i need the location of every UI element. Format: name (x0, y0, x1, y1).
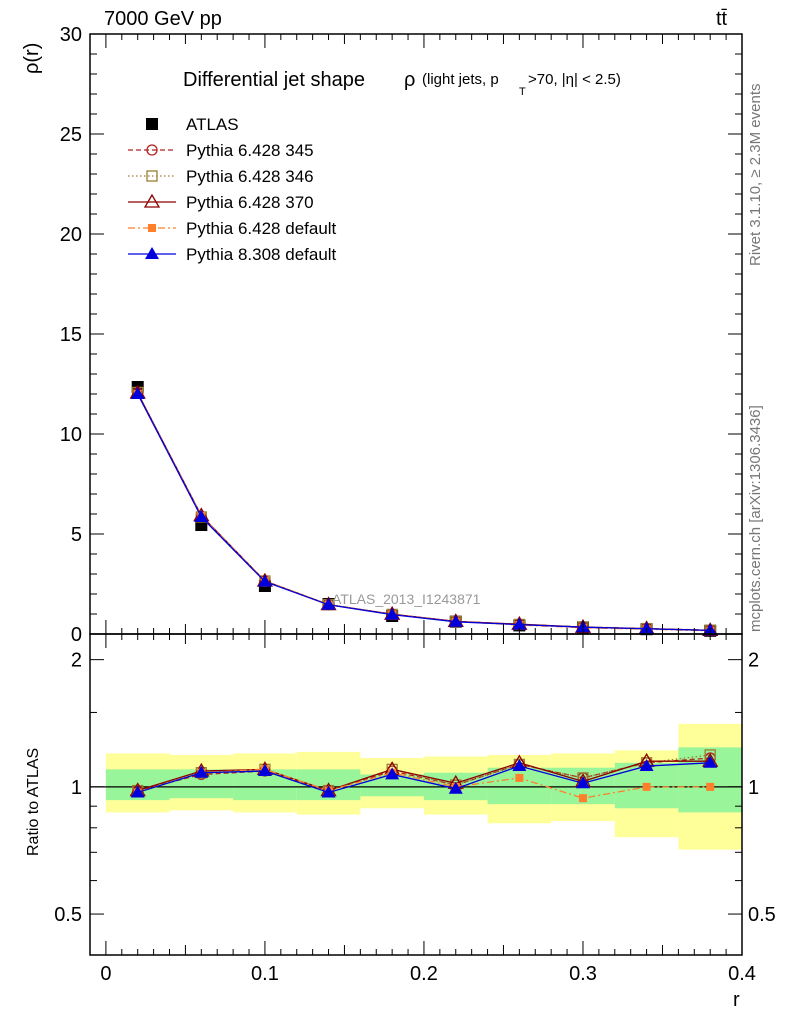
main-y-tick-label: 5 (71, 524, 82, 546)
main-title-detail-sub: T (519, 86, 526, 98)
watermark: ATLAS_2013_I1243871 (332, 591, 481, 607)
process-label: tt̄ (716, 8, 728, 30)
x-tick-label: 0.4 (728, 963, 756, 985)
x-tick-label: 0 (100, 963, 111, 985)
ratio-line-p370 (137, 760, 711, 792)
ratio-y-tick-label-left: 2 (71, 650, 82, 672)
data-point-p8def (385, 607, 400, 620)
ratio-point-p8def (639, 759, 654, 772)
legend-marker-p345 (146, 144, 158, 156)
main-title-symbol: ρ (404, 69, 415, 91)
ratio-y-tick-label-left: 1 (71, 777, 82, 799)
main-y-tick-label: 10 (60, 424, 82, 446)
ratio-point-p8def (194, 765, 209, 778)
legend-marker-atlas (146, 118, 158, 130)
ratio-point-p8def (130, 785, 145, 798)
legend-item-p8def: Pythia 8.308 default (128, 245, 337, 264)
ratio-y-tick-label-left: 0.5 (54, 904, 82, 926)
main-y-tick-label: 20 (60, 224, 82, 246)
x-tick-label: 0.3 (569, 963, 597, 985)
ratio-point-p6def (515, 773, 524, 782)
ratio-point-p8def (575, 776, 590, 789)
legend-label-atlas: ATLAS (186, 115, 239, 134)
legend-marker-p346 (146, 170, 158, 182)
x-tick-label: 0.2 (410, 963, 438, 985)
legend-item-atlas: ATLAS (146, 115, 239, 134)
beam-label: 7000 GeV pp (104, 8, 222, 30)
data-point-p8def (321, 597, 336, 610)
data-point-p8def (448, 614, 463, 627)
main-y-tick-label: 15 (60, 324, 82, 346)
ratio-point-p8def (512, 759, 527, 772)
ratio-y-tick-label-right: 1 (748, 777, 759, 799)
ratio-y-tick-label-right: 2 (748, 650, 759, 672)
data-point-p8def (639, 621, 654, 634)
legend-marker-p8def (145, 247, 159, 259)
main-title: Differential jet shape (183, 69, 365, 91)
legend-marker-p6def (148, 224, 156, 232)
ratio-point-p6def (578, 794, 587, 803)
data-point-p8def (257, 574, 272, 587)
legend-label-p6def: Pythia 6.428 default (186, 219, 337, 238)
ratio-y-axis-label: Ratio to ATLAS (25, 748, 42, 856)
ratio-line-p8def (137, 762, 711, 794)
main-title-detail-cut: >70, |η| < 2.5) (528, 71, 621, 88)
ratio-point-p8def (321, 785, 336, 798)
ratio-line-p6def (137, 768, 711, 799)
data-point-p8def (512, 617, 527, 630)
main-title-detail: (light jets, p (422, 71, 499, 88)
ratio-series-p8def (130, 755, 718, 798)
legend-item-p6def: Pythia 6.428 default (128, 219, 337, 238)
ratio-plot-frame (89, 633, 743, 956)
main-y-axis-label: ρ(r) (21, 43, 43, 74)
ratio-point-p8def (703, 755, 718, 768)
legend-item-p345: Pythia 6.428 345 (128, 141, 314, 160)
legend-label-p346: Pythia 6.428 346 (186, 167, 314, 186)
ratio-band-inner (487, 767, 552, 805)
ratio-line-p346 (137, 754, 711, 792)
legend-label-p370: Pythia 6.428 370 (186, 193, 314, 212)
data-point-p8def (130, 387, 145, 399)
ratio-point-p8def (448, 781, 463, 794)
main-y-tick-label: 25 (60, 124, 82, 146)
main-y-tick-label: 0 (71, 624, 82, 646)
legend-item-p346: Pythia 6.428 346 (128, 167, 314, 186)
x-tick-label: 0.1 (251, 963, 279, 985)
ratio-point-p8def (385, 767, 400, 780)
ratio-y-tick-label-right: 0.5 (748, 904, 776, 926)
ratio-point-p6def (642, 782, 651, 791)
ratio-point-p8def (257, 764, 272, 777)
legend-marker-p370 (143, 193, 161, 208)
ratio-point-p6def (706, 782, 715, 791)
ratio-line-p345 (137, 757, 711, 792)
legend-label-p345: Pythia 6.428 345 (186, 141, 314, 160)
x-axis-label: r (733, 989, 740, 1011)
legend-item-p370: Pythia 6.428 370 (128, 193, 314, 212)
ratio-band-inner (360, 774, 424, 797)
data-point-p8def (194, 510, 209, 522)
main-y-tick-label: 30 (60, 24, 82, 46)
legend-label-p8def: Pythia 8.308 default (186, 245, 337, 264)
